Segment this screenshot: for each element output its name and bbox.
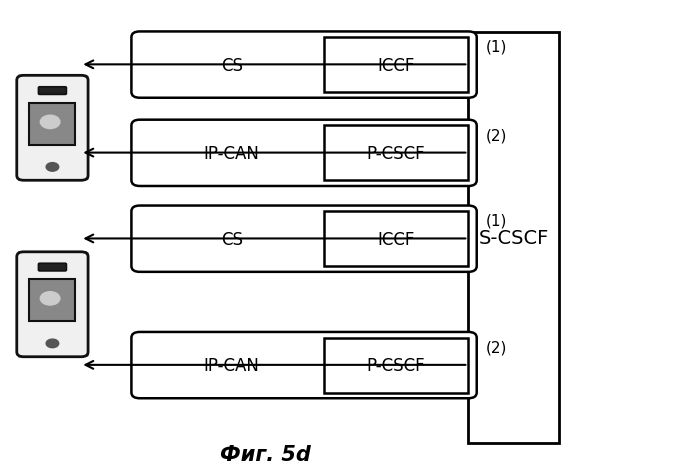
Circle shape <box>41 116 60 129</box>
Bar <box>324 38 468 93</box>
FancyBboxPatch shape <box>38 88 66 95</box>
Text: ICCF: ICCF <box>377 57 415 74</box>
FancyBboxPatch shape <box>131 206 477 272</box>
Text: IP-CAN: IP-CAN <box>204 145 260 162</box>
Bar <box>324 338 468 393</box>
Text: Фиг. 5d: Фиг. 5d <box>220 444 311 464</box>
FancyBboxPatch shape <box>131 32 477 99</box>
Circle shape <box>46 163 59 172</box>
Text: (1): (1) <box>486 40 507 55</box>
Text: ICCF: ICCF <box>377 230 415 248</box>
Text: IP-CAN: IP-CAN <box>204 357 260 374</box>
Text: CS: CS <box>221 57 243 74</box>
Bar <box>468 33 559 443</box>
Text: (1): (1) <box>486 214 507 228</box>
Circle shape <box>41 292 60 306</box>
Bar <box>29 280 75 322</box>
Bar <box>29 104 75 146</box>
Text: (2): (2) <box>486 340 507 355</box>
FancyBboxPatch shape <box>17 252 88 357</box>
Text: (2): (2) <box>486 128 507 143</box>
Bar <box>324 212 468 267</box>
Text: S-CSCF: S-CSCF <box>479 228 549 248</box>
FancyBboxPatch shape <box>131 332 477 398</box>
Text: P-CSCF: P-CSCF <box>367 145 426 162</box>
FancyBboxPatch shape <box>131 120 477 187</box>
Bar <box>324 126 468 181</box>
FancyBboxPatch shape <box>17 76 88 181</box>
Circle shape <box>46 339 59 348</box>
Text: CS: CS <box>221 230 243 248</box>
Text: P-CSCF: P-CSCF <box>367 357 426 374</box>
FancyBboxPatch shape <box>38 264 66 271</box>
